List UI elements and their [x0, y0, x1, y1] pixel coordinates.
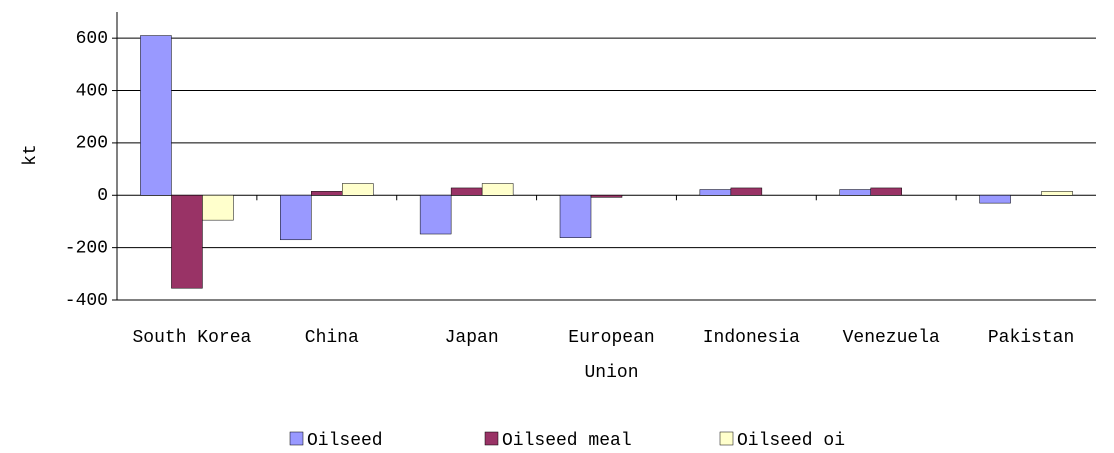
- bar: [730, 187, 763, 196]
- x-tick-label: Japan: [444, 328, 499, 348]
- bar: [280, 195, 312, 241]
- y-tick-label: 0: [97, 186, 108, 206]
- y-tick-label: -200: [65, 238, 108, 258]
- y-tick-label: 400: [76, 81, 108, 101]
- legend-label: Oilseed: [307, 431, 383, 451]
- bar: [140, 35, 172, 196]
- bar: [1041, 191, 1073, 196]
- bar: [202, 195, 234, 221]
- x-tick-label: Venezuela: [842, 328, 940, 348]
- x-tick-label: Indonesia: [702, 328, 800, 348]
- y-tick-label: 600: [76, 29, 108, 49]
- bar: [311, 191, 343, 196]
- legend-label: Oilseed meal: [502, 431, 632, 451]
- x-tick-label: European Union: [568, 328, 655, 383]
- bar: [699, 189, 732, 196]
- bar: [839, 189, 871, 196]
- bar: [870, 187, 902, 196]
- bar: [450, 187, 483, 196]
- legend-swatch: [484, 431, 499, 446]
- y-axis-label: kt: [21, 144, 41, 166]
- y-tick-label: 200: [76, 134, 108, 154]
- bar: [481, 183, 514, 196]
- x-tick-label: South Korea: [132, 328, 252, 348]
- bar: [590, 195, 623, 198]
- y-tick-label: -400: [65, 291, 108, 311]
- bar: [979, 195, 1011, 204]
- bar: [171, 195, 203, 289]
- bar: [559, 195, 592, 238]
- x-tick-label: China: [304, 328, 359, 348]
- legend-label: Oilseed oi: [737, 431, 845, 451]
- legend-swatch: [719, 431, 734, 446]
- x-tick-label: Pakistan: [987, 328, 1075, 348]
- legend-swatch: [289, 431, 304, 446]
- bar: [342, 183, 374, 196]
- bar: [419, 195, 452, 235]
